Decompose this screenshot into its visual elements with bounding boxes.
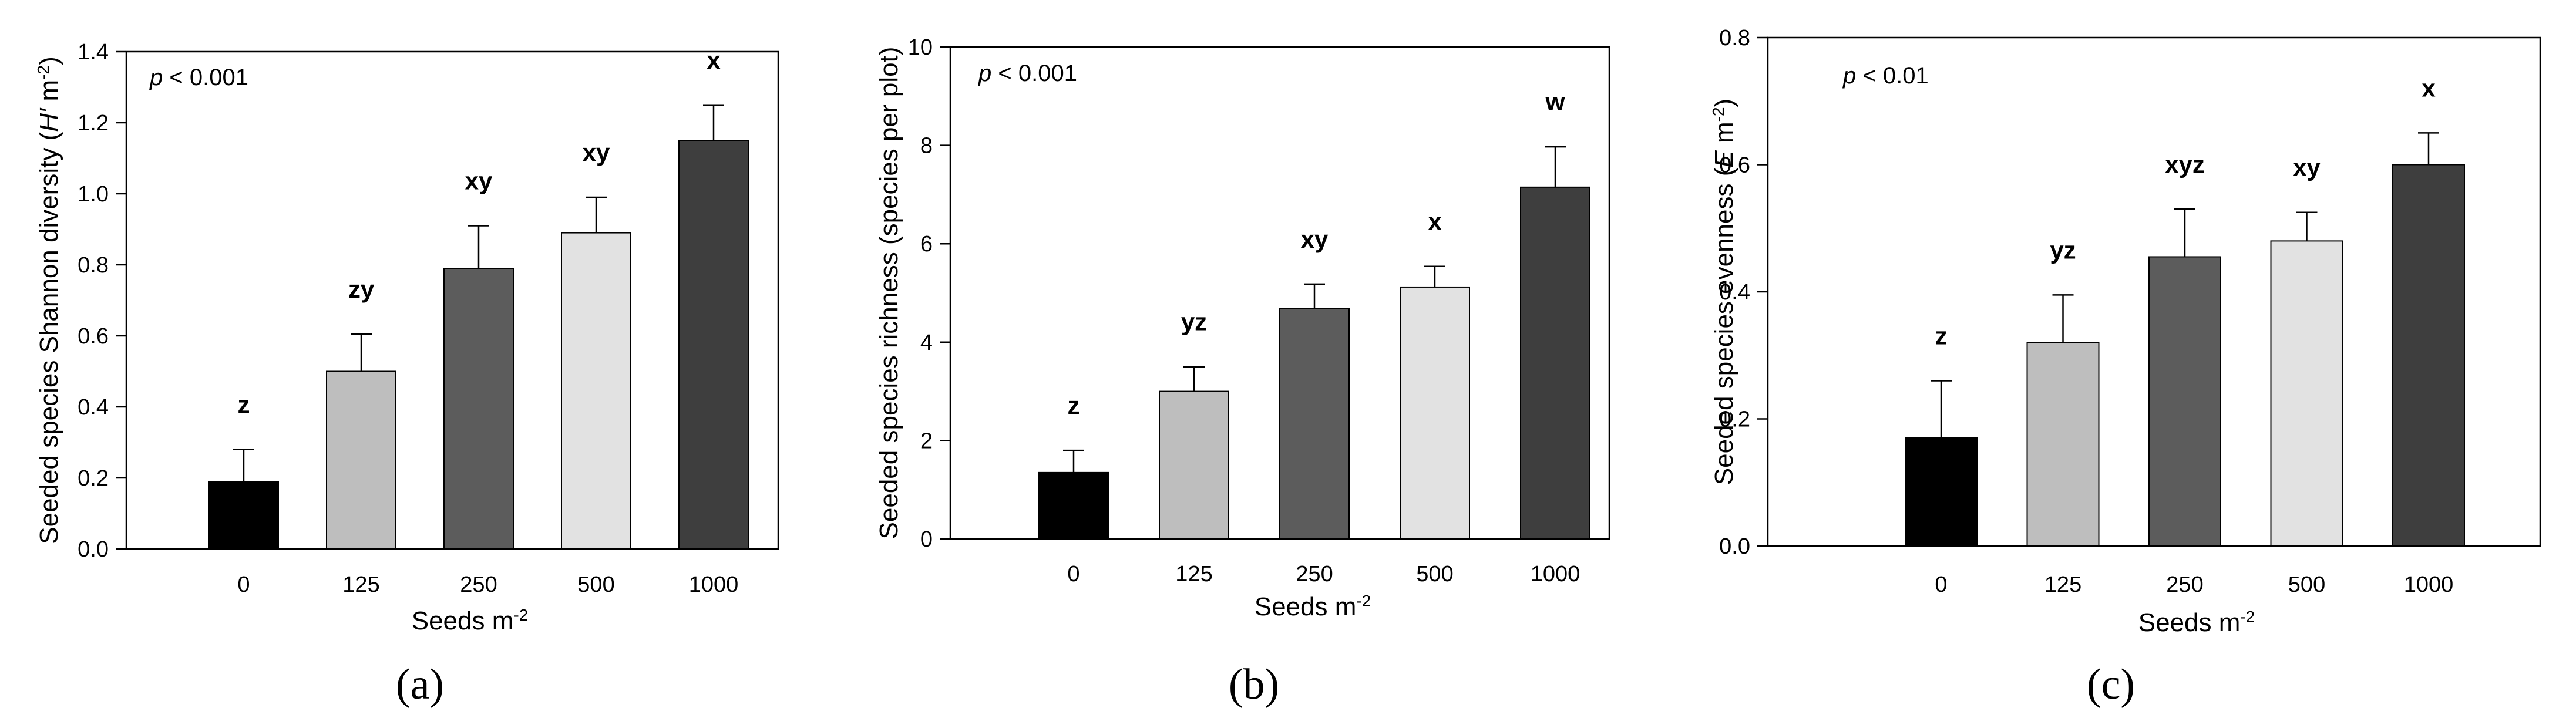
y-tick-label: 0.2 [78, 466, 109, 491]
y-axis-title: Seeded species evenness (E m-2) [1709, 99, 1739, 485]
y-tick-label: 0.4 [1719, 280, 1750, 305]
bar-250 [443, 268, 514, 550]
y-tick-label: 10 [908, 35, 933, 60]
x-tick-label: 1000 [689, 572, 739, 597]
bar-500 [1400, 286, 1470, 540]
significance-label: xyz [2165, 150, 2205, 178]
y-tick-label: 0.6 [1719, 153, 1750, 178]
x-tick-label: 500 [577, 572, 614, 597]
y-tick-label: 0.4 [78, 395, 109, 420]
y-tick-label: 1.4 [78, 40, 109, 65]
significance-label: x [1428, 208, 1442, 235]
x-axis-title: Seeds m-2 [2138, 608, 2255, 638]
y-tick-label: 2 [920, 429, 933, 453]
p-value-annotation: p < 0.001 [149, 65, 248, 90]
y-tick-label: 8 [920, 134, 933, 159]
significance-label: xy [2293, 154, 2321, 181]
bar-0 [1038, 471, 1109, 540]
significance-label: xy [465, 167, 493, 194]
bar-250 [1279, 308, 1350, 540]
x-tick-label: 125 [1175, 562, 1212, 587]
bar-1000 [1520, 186, 1590, 540]
bar-125 [2026, 342, 2100, 547]
significance-label: yz [2050, 236, 2076, 264]
x-tick-label: 0 [1935, 572, 1947, 597]
significance-label: x [707, 46, 721, 74]
y-tick-label: 0 [920, 527, 933, 552]
y-tick-label: 4 [920, 331, 933, 355]
bar-250 [2148, 256, 2221, 547]
x-axis-title: Seeds m-2 [412, 606, 529, 636]
y-tick-label: 6 [920, 232, 933, 257]
y-tick-label: 0.8 [1719, 26, 1750, 50]
significance-label: yz [1181, 308, 1207, 336]
y-tick-label: 0.0 [78, 537, 109, 562]
significance-label: z [238, 391, 250, 419]
significance-label: zy [348, 275, 375, 303]
x-tick-label: 250 [460, 572, 497, 597]
significance-label: z [1935, 322, 1948, 350]
x-tick-label: 125 [342, 572, 379, 597]
x-tick-label: 250 [1296, 562, 1333, 587]
y-axis-title: Seeded species richness (species per plo… [875, 47, 903, 540]
significance-label: x [2422, 74, 2436, 102]
p-value-annotation: p < 0.01 [1842, 63, 1929, 89]
bar-500 [561, 232, 631, 550]
panel-a: 0.0 0.2 0.4 0.6 0.8 1.0 1.2 1.4 z 0 zy 125 xy 250 xy 50… [34, 40, 779, 709]
y-axis-title: Seeded species Shannon diversity (H′ m-2… [34, 56, 64, 544]
panel-label: (b) [1229, 660, 1279, 709]
x-tick-label: 500 [2288, 572, 2325, 597]
bar-125 [1159, 390, 1229, 540]
x-tick-label: 0 [1067, 562, 1080, 587]
panel-c: 0.0 0.2 0.4 0.6 0.8 z 0 yz 125 xyz 250 xy 500 x 1000 Se… [1709, 26, 2541, 709]
bar-500 [2270, 240, 2343, 547]
panel-label: (a) [396, 660, 444, 709]
y-tick-label: 0.0 [1719, 534, 1750, 559]
x-axis-title: Seeds m-2 [1255, 592, 1371, 622]
x-tick-label: 1000 [2404, 572, 2454, 597]
y-tick-label: 0.2 [1719, 407, 1750, 432]
panel-b: 0 2 4 6 8 10 z 0 yz 125 xy 250 x 500 w 1000 Seeded speci… [875, 35, 1610, 709]
significance-label: xy [583, 139, 610, 166]
x-tick-label: 500 [1416, 562, 1453, 587]
y-tick-label: 1.0 [78, 182, 109, 207]
x-tick-label: 125 [2044, 572, 2081, 597]
bar-0 [1905, 437, 1978, 547]
p-value-annotation: p < 0.001 [978, 60, 1077, 86]
significance-label: w [1545, 88, 1565, 116]
y-tick-label: 0.8 [78, 253, 109, 278]
bar-0 [208, 481, 279, 550]
panel-label: (c) [2087, 660, 2135, 709]
x-tick-label: 1000 [1531, 562, 1580, 587]
y-tick-label: 1.2 [78, 111, 109, 136]
significance-label: z [1068, 392, 1080, 419]
y-tick-label: 0.6 [78, 324, 109, 349]
x-tick-label: 0 [237, 572, 250, 597]
significance-label: xy [1301, 225, 1329, 253]
x-tick-label: 250 [2166, 572, 2203, 597]
bar-1000 [678, 140, 749, 550]
bar-1000 [2392, 164, 2465, 547]
bar-125 [326, 370, 396, 550]
